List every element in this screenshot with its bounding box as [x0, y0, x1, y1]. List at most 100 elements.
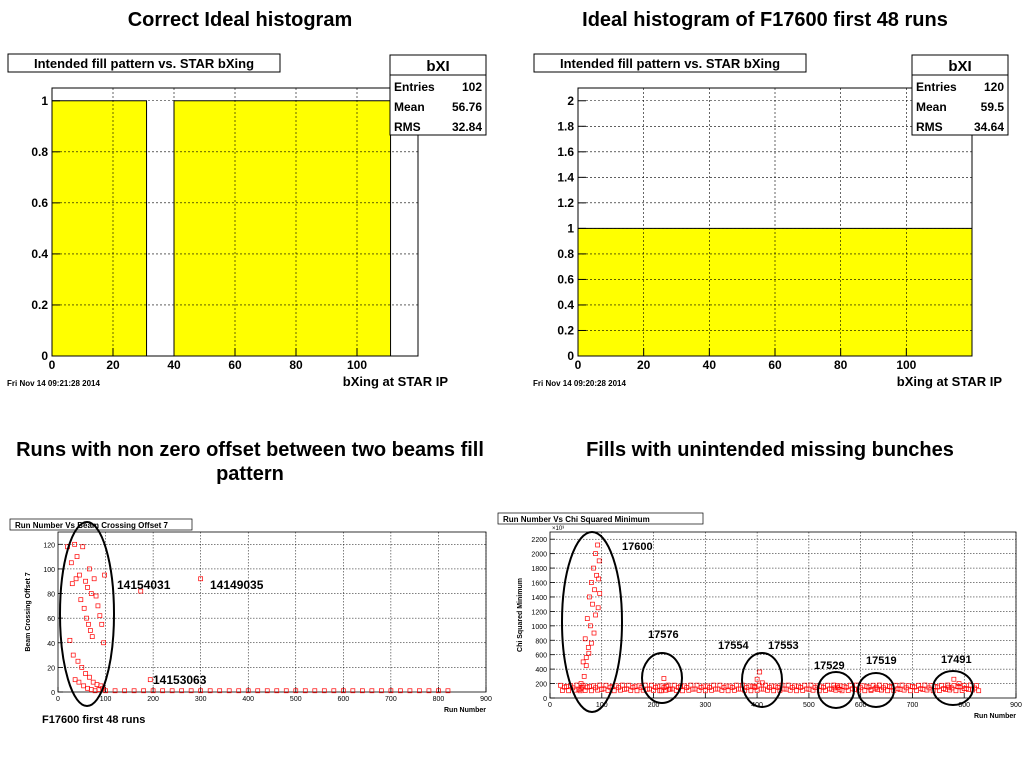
data-point	[580, 659, 586, 665]
data-point	[558, 682, 563, 688]
x-tick-label: 0	[49, 358, 56, 372]
data-point	[436, 688, 441, 694]
x-tick-label: 20	[637, 358, 651, 372]
data-point	[69, 581, 75, 587]
data-point	[577, 688, 583, 694]
data-point	[122, 688, 127, 694]
data-point	[79, 665, 85, 670]
data-point	[99, 621, 105, 627]
data-point	[589, 640, 594, 646]
data-point	[658, 688, 664, 694]
annotation-label: F17600 first 48 runs	[42, 714, 145, 726]
data-point	[101, 640, 107, 646]
stats-label: RMS	[916, 120, 943, 134]
annotation-label: 17529	[814, 660, 845, 672]
data-point	[81, 605, 87, 611]
y-tick-label: 80	[47, 592, 55, 599]
data-point	[87, 566, 92, 572]
x-tick-label: 60	[768, 358, 782, 372]
x-tick-label: 800	[958, 702, 970, 709]
data-point	[407, 688, 413, 694]
annotation-label: 17554	[718, 640, 749, 652]
highlight-ellipse	[561, 531, 623, 713]
x-tick-label: 80	[289, 358, 303, 372]
x-tick-label: 600	[337, 696, 349, 703]
y-tick-label: 1400	[531, 595, 547, 602]
title-box	[533, 53, 807, 73]
y-tick-label: 0.4	[31, 247, 48, 261]
data-point	[198, 688, 204, 694]
stats-box	[389, 54, 487, 136]
histogram-bar	[173, 100, 392, 357]
data-point	[83, 578, 88, 584]
data-point	[595, 605, 601, 611]
x-tick-label: 400	[242, 696, 254, 703]
timestamp: Fri Nov 14 09:20:28 2014	[533, 379, 626, 388]
data-point	[103, 688, 108, 694]
data-point	[657, 688, 663, 694]
annotation-label: 17553	[768, 640, 799, 652]
data-point	[88, 687, 94, 692]
stats-value: 102	[462, 80, 482, 94]
data-point	[586, 650, 592, 656]
data-point	[593, 551, 598, 557]
stats-value: 120	[984, 80, 1004, 94]
data-point	[67, 637, 73, 643]
y-tick-label: 0.8	[557, 247, 574, 261]
data-point	[179, 688, 184, 694]
data-point	[666, 686, 672, 692]
scatter-2: 0 20 40 60 80 100 120 0 100 200 300 400 500 600 700 800…	[9, 518, 492, 726]
data-point	[759, 680, 765, 686]
data-point	[725, 688, 731, 694]
y-tick-label: 1800	[531, 566, 547, 573]
data-point	[321, 688, 327, 694]
y-tick-label: 0.2	[31, 298, 48, 312]
data-point	[141, 688, 146, 694]
data-point	[274, 688, 280, 694]
y-tick-label: 600	[535, 653, 547, 660]
data-point	[951, 676, 957, 682]
y-tick-label: 400	[535, 667, 547, 674]
data-point	[953, 688, 959, 694]
data-point	[885, 688, 890, 694]
data-point	[207, 688, 213, 694]
data-point	[89, 634, 95, 639]
y-tick-label: 1	[567, 221, 574, 235]
chart-title: Run Number Vs Beam Crossing Offset 7	[15, 521, 168, 530]
data-point	[80, 544, 86, 550]
data-point	[312, 688, 318, 694]
data-point	[84, 615, 89, 621]
data-point	[236, 688, 242, 694]
x-tick-label: 700	[907, 702, 919, 709]
stats-box	[911, 54, 1009, 136]
x-tick-label: 200	[147, 696, 159, 703]
data-point	[293, 688, 299, 694]
data-point	[88, 591, 94, 596]
title-box	[497, 512, 704, 525]
y-tick-label: 100	[43, 567, 55, 574]
chart-title: Intended fill pattern vs. STAR bXing	[560, 56, 780, 71]
x-tick-label: 0	[575, 358, 582, 372]
data-point	[566, 688, 571, 694]
data-point	[831, 682, 837, 688]
data-point	[634, 688, 640, 694]
data-point	[340, 688, 346, 694]
highlight-ellipse	[641, 652, 683, 704]
stats-label: Mean	[916, 100, 947, 114]
data-point	[578, 681, 584, 686]
x-axis-label: Run Number	[974, 713, 1016, 720]
x-tick-label: 200	[648, 702, 660, 709]
data-point	[379, 688, 384, 694]
data-point	[597, 590, 603, 596]
data-point	[862, 688, 868, 694]
stats-label: Mean	[394, 100, 425, 114]
data-point	[217, 688, 223, 694]
data-point	[226, 688, 232, 694]
data-point	[283, 688, 289, 694]
y-tick-label: 0	[41, 349, 48, 363]
stats-value: 32.84	[452, 120, 482, 134]
data-point	[70, 652, 76, 658]
data-point	[445, 688, 451, 694]
stats-label: Entries	[394, 80, 435, 94]
